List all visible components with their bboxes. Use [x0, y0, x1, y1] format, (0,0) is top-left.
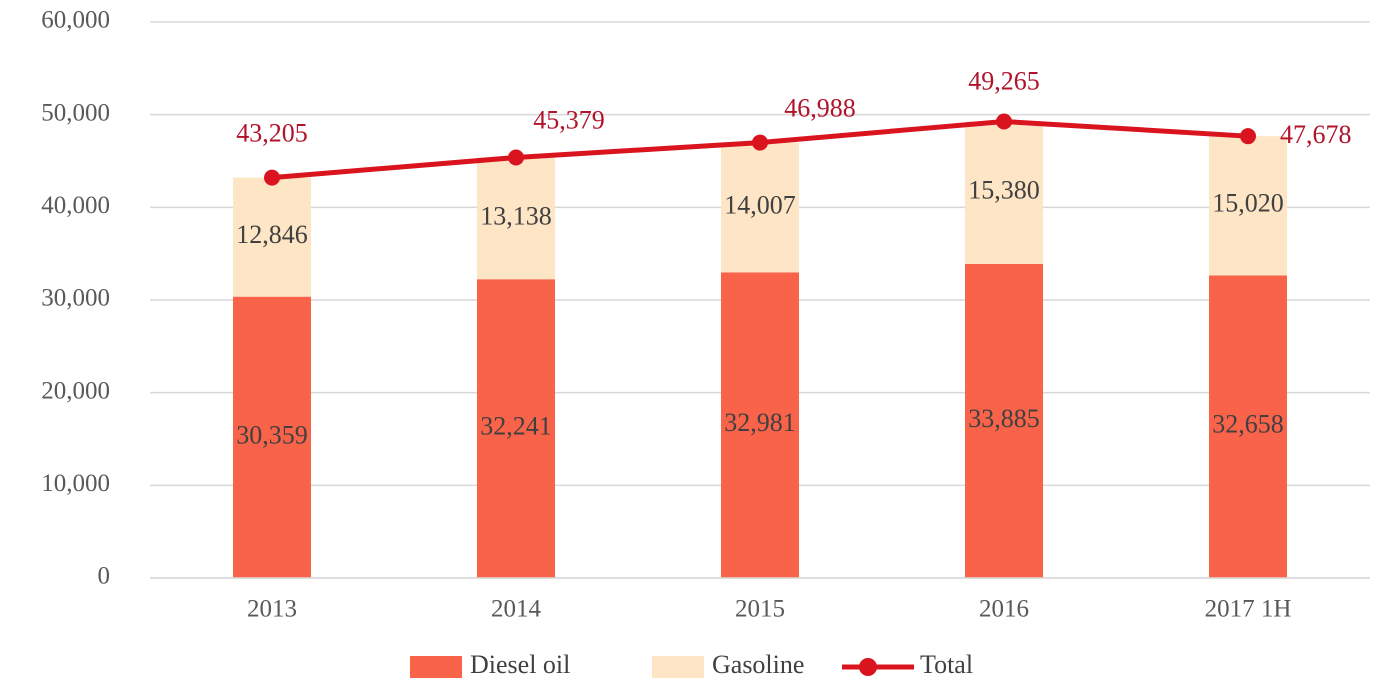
data-label: 15,020	[1212, 189, 1284, 218]
bar-segment	[965, 121, 1043, 264]
data-label: 47,678	[1280, 120, 1352, 149]
x-tick-label: 2017 1H	[1205, 596, 1292, 623]
y-tick-label: 50,000	[41, 99, 110, 126]
bar-segment	[233, 177, 311, 297]
y-tick-label: 20,000	[41, 377, 110, 404]
y-tick-label: 60,000	[41, 7, 110, 34]
line-marker	[264, 169, 280, 186]
x-tick-label: 2016	[979, 596, 1029, 623]
data-label: 32,658	[1212, 410, 1284, 439]
bar-segment	[721, 272, 799, 578]
y-tick-label: 0	[98, 563, 111, 590]
legend-swatch	[859, 658, 877, 676]
data-label: 32,981	[724, 408, 796, 437]
bar-segment	[1209, 275, 1287, 578]
data-label: 49,265	[968, 66, 1040, 95]
data-label: 15,380	[968, 176, 1040, 205]
line-marker	[752, 134, 768, 151]
bar-segment	[721, 142, 799, 273]
x-tick-label: 2015	[735, 596, 785, 623]
x-tick-label: 2014	[491, 596, 542, 623]
data-label: 14,007	[724, 190, 796, 219]
legend-swatch	[652, 656, 704, 678]
y-tick-label: 10,000	[41, 470, 110, 497]
line-marker	[508, 149, 524, 166]
x-tick-label: 2013	[247, 596, 297, 623]
bar-segment	[477, 157, 555, 280]
data-label: 13,138	[480, 201, 552, 230]
data-label: 12,846	[236, 220, 308, 249]
data-label: 30,359	[236, 420, 308, 449]
bar-segment	[965, 263, 1043, 578]
bar-segment	[477, 279, 555, 578]
data-label: 45,379	[533, 105, 605, 134]
data-label: 33,885	[968, 404, 1040, 433]
data-label: 46,988	[784, 94, 856, 123]
data-label: 32,241	[480, 412, 552, 441]
y-tick-label: 40,000	[41, 192, 110, 219]
bar-segment	[1209, 136, 1287, 276]
data-label: 43,205	[236, 119, 308, 148]
legend-label: Gasoline	[712, 650, 804, 679]
legend-label: Diesel oil	[470, 650, 570, 679]
y-tick-label: 30,000	[41, 285, 110, 312]
legend-swatch	[410, 656, 462, 678]
line-marker	[996, 113, 1012, 130]
line-marker	[1240, 128, 1256, 145]
legend-label: Total	[920, 650, 973, 679]
bar-segment	[233, 296, 311, 578]
